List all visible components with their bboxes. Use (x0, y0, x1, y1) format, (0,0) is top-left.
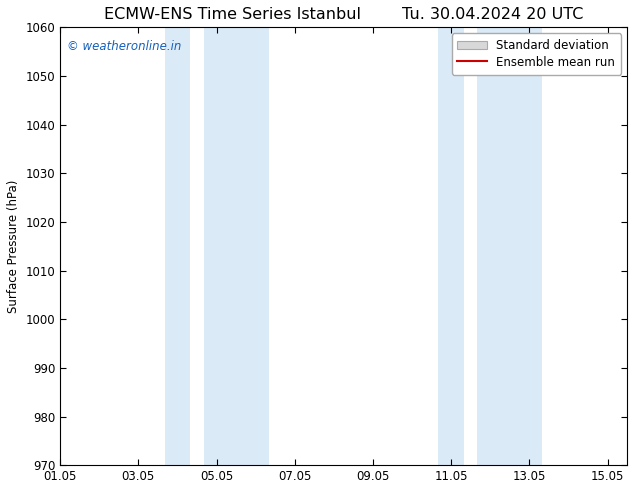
Bar (477, 27, 542, 465)
Legend: Standard deviation, Ensemble mean run: Standard deviation, Ensemble mean run (451, 33, 621, 74)
Y-axis label: Surface Pressure (hPa): Surface Pressure (hPa) (7, 179, 20, 313)
Text: © weatheronline.in: © weatheronline.in (67, 40, 181, 53)
Bar (204, 27, 269, 465)
Title: ECMW-ENS Time Series Istanbul        Tu. 30.04.2024 20 UTC: ECMW-ENS Time Series Istanbul Tu. 30.04.… (104, 7, 583, 22)
Bar (164, 27, 190, 465)
Bar (438, 27, 464, 465)
